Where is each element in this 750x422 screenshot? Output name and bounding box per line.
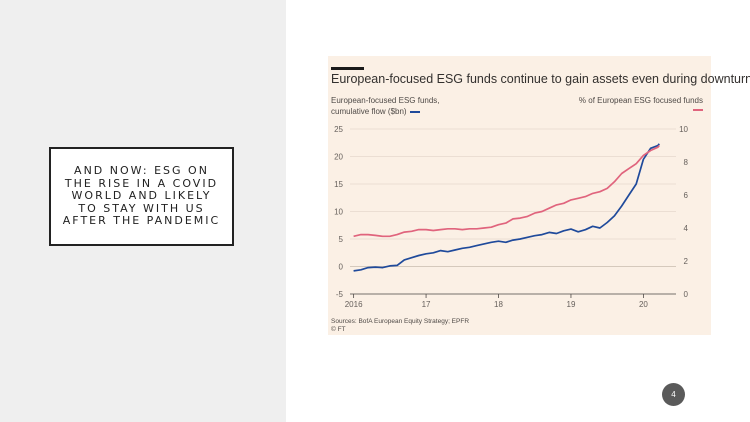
x-tick-label: 18 — [494, 300, 503, 309]
page-number-badge: 4 — [662, 383, 685, 406]
left-tick-label: 10 — [334, 208, 343, 217]
right-tick-label: 2 — [684, 257, 689, 266]
right-tick-label: 10 — [679, 125, 688, 134]
line-chart: -5 0 5 10 15 20 25 0 2 4 6 8 10 2016 17 18 19 20 — [334, 125, 689, 309]
left-tick-label: 15 — [334, 180, 343, 189]
left-tick-label: -5 — [336, 290, 344, 299]
source-line-2: © FT — [331, 326, 346, 333]
x-tick-label: 2016 — [345, 300, 363, 309]
right-tick-label: 6 — [684, 191, 689, 200]
chart-title: European-focused ESG funds continue to g… — [331, 72, 750, 86]
series-line-cumulative-flow — [353, 143, 660, 272]
left-tick-label: 0 — [339, 263, 344, 272]
chart-panel: European-focused ESG funds continue to g… — [328, 56, 750, 335]
x-tick-label: 19 — [567, 300, 576, 309]
left-panel: And now: ESG on the rise in a Covid worl… — [0, 0, 286, 422]
right-axis-label: % of European ESG focused funds — [578, 96, 703, 105]
right-tick-label: 0 — [684, 290, 689, 299]
left-axis-label-line-2: cumulative flow ($bn) — [331, 107, 407, 116]
left-axis-label-line-1: European-focused ESG funds, — [331, 96, 440, 105]
right-tick-label: 4 — [684, 224, 689, 233]
left-tick-label: 20 — [334, 153, 343, 162]
left-tick-label: 25 — [334, 125, 343, 134]
series-line-percent-funds — [353, 144, 660, 238]
right-tick-label: 8 — [684, 158, 689, 167]
left-tick-label: 5 — [339, 235, 344, 244]
source-line-1: Sources: BofA European Equity Strategy; … — [331, 318, 470, 325]
legend-left-axis: European-focused ESG funds, cumulative f… — [331, 95, 440, 117]
blue-series-swatch — [409, 110, 420, 113]
legend-right-axis: % of European ESG focused funds — [579, 95, 703, 111]
x-tick-label: 17 — [422, 300, 431, 309]
chart-accent-bar — [331, 67, 364, 70]
chart-source: Sources: BofA European Equity Strategy; … — [331, 318, 469, 334]
slide-title-box: And now: ESG on the rise in a Covid worl… — [49, 147, 234, 246]
x-tick-label: 20 — [639, 300, 648, 309]
pink-series-swatch — [693, 109, 703, 111]
slide-title: And now: ESG on the rise in a Covid worl… — [62, 164, 221, 228]
